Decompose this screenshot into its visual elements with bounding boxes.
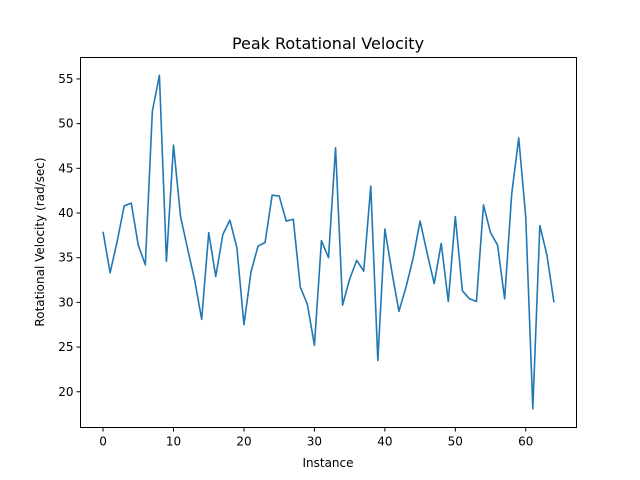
y-tick-label: 45 — [58, 161, 73, 175]
x-tick-label: 60 — [518, 435, 533, 449]
y-tick-label: 25 — [58, 340, 73, 354]
y-tick-label: 40 — [58, 206, 73, 220]
y-tick-label: 35 — [58, 251, 73, 265]
x-axis-label: Instance — [302, 456, 353, 470]
x-tick-label: 20 — [236, 435, 251, 449]
y-tick-label: 20 — [58, 385, 73, 399]
x-tick-label: 40 — [377, 435, 392, 449]
x-axis: 0 10 20 30 40 50 60 — [99, 427, 533, 449]
plot-area — [102, 74, 555, 410]
series-line-0 — [102, 74, 555, 410]
chart-title: Peak Rotational Velocity — [232, 34, 424, 53]
y-tick-label: 30 — [58, 295, 73, 309]
y-tick-label: 50 — [58, 117, 73, 131]
y-tick-label: 55 — [58, 72, 73, 86]
plot-frame — [80, 57, 577, 428]
x-tick-label: 10 — [166, 435, 181, 449]
y-axis-label: Rotational Velocity (rad/sec) — [33, 157, 47, 326]
x-tick-label: 50 — [448, 435, 463, 449]
x-tick-label: 0 — [99, 435, 107, 449]
y-axis: 20 25 30 35 40 45 50 55 — [58, 72, 81, 399]
x-tick-label: 30 — [307, 435, 322, 449]
